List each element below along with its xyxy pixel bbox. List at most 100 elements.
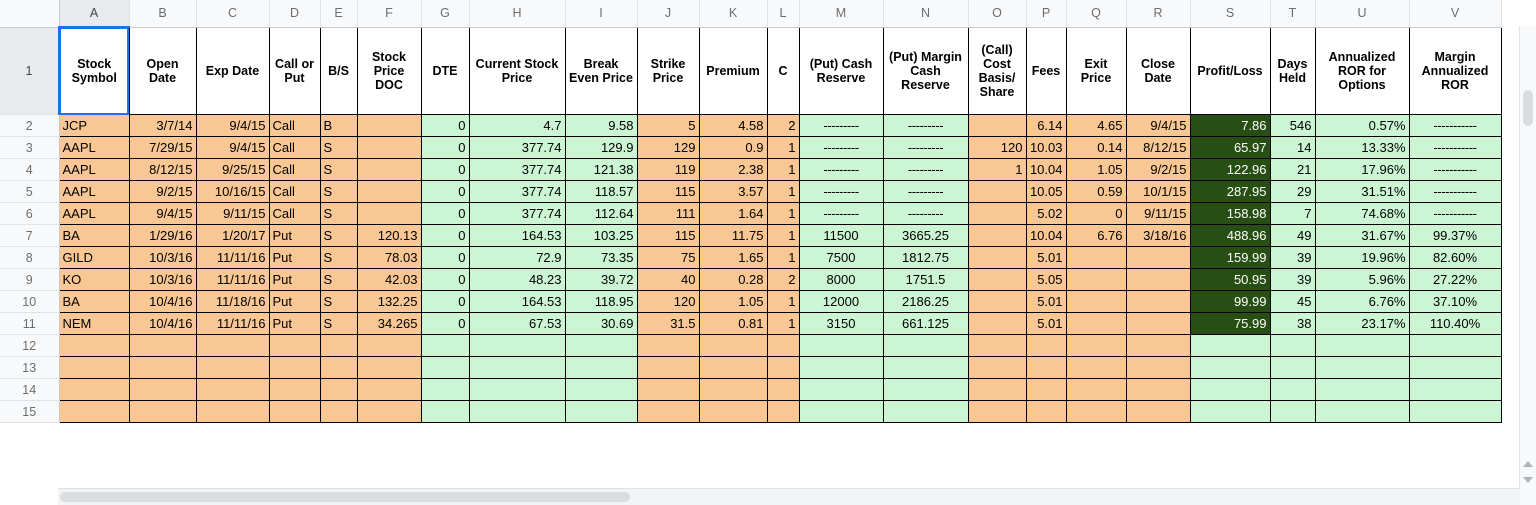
cell-K13[interactable] — [698, 356, 768, 379]
header-cell-dte[interactable]: DTE — [420, 26, 470, 115]
column-header-H[interactable]: H — [469, 0, 566, 28]
cell-T14[interactable] — [1269, 378, 1316, 401]
column-header-F[interactable]: F — [357, 0, 422, 28]
cell-M14[interactable] — [798, 378, 884, 401]
cell-P11[interactable]: 5.01 — [1025, 312, 1067, 335]
header-cell-contracts[interactable]: C — [766, 26, 800, 115]
cell-H5[interactable]: 377.74 — [468, 180, 566, 203]
vertical-scrollbar[interactable] — [1519, 26, 1536, 489]
cell-V10[interactable]: 37.10% — [1408, 290, 1502, 313]
cell-G9[interactable]: 0 — [420, 268, 470, 291]
cell-H9[interactable]: 48.23 — [468, 268, 566, 291]
cell-F4[interactable] — [356, 158, 422, 181]
cell-P8[interactable]: 5.01 — [1025, 246, 1067, 269]
cell-T8[interactable]: 39 — [1269, 246, 1316, 269]
cell-R12[interactable] — [1125, 334, 1191, 357]
cell-H4[interactable]: 377.74 — [468, 158, 566, 181]
cell-B8[interactable]: 10/3/16 — [128, 246, 197, 269]
cell-P13[interactable] — [1025, 356, 1067, 379]
cell-B6[interactable]: 9/4/15 — [128, 202, 197, 225]
cell-Q6[interactable]: 0 — [1065, 202, 1127, 225]
cell-L12[interactable] — [766, 334, 800, 357]
header-cell-exp-date[interactable]: Exp Date — [195, 26, 270, 115]
cell-F3[interactable] — [356, 136, 422, 159]
cell-F9[interactable]: 42.03 — [356, 268, 422, 291]
cell-Q14[interactable] — [1065, 378, 1127, 401]
column-header-P[interactable]: P — [1026, 0, 1067, 28]
select-all-corner[interactable] — [0, 0, 60, 28]
cell-O5[interactable] — [967, 180, 1027, 203]
cell-G5[interactable]: 0 — [420, 180, 470, 203]
cell-M12[interactable] — [798, 334, 884, 357]
cell-I8[interactable]: 73.35 — [564, 246, 638, 269]
cell-C10[interactable]: 11/18/16 — [195, 290, 270, 313]
spreadsheet-grid[interactable]: A B C D E F G H I J K L M N O P Q R S T — [0, 0, 1502, 423]
cell-I14[interactable] — [564, 378, 638, 401]
cell-N15[interactable] — [882, 400, 969, 423]
cell-D4[interactable]: Call — [268, 158, 321, 181]
cell-J7[interactable]: 115 — [636, 224, 700, 247]
cell-B13[interactable] — [128, 356, 197, 379]
cell-B11[interactable]: 10/4/16 — [128, 312, 197, 335]
column-header-L[interactable]: L — [767, 0, 800, 28]
cell-C15[interactable] — [195, 400, 270, 423]
cell-I12[interactable] — [564, 334, 638, 357]
cell-P4[interactable]: 10.04 — [1025, 158, 1067, 181]
cell-D12[interactable] — [268, 334, 321, 357]
cell-V13[interactable] — [1408, 356, 1502, 379]
cell-F6[interactable] — [356, 202, 422, 225]
row-header-3[interactable]: 3 — [0, 136, 60, 159]
cell-I5[interactable]: 118.57 — [564, 180, 638, 203]
cell-O15[interactable] — [967, 400, 1027, 423]
cell-Q8[interactable] — [1065, 246, 1127, 269]
cell-U9[interactable]: 5.96% — [1314, 268, 1410, 291]
cell-G15[interactable] — [420, 400, 470, 423]
cell-G2[interactable]: 0 — [420, 114, 470, 137]
cell-B12[interactable] — [128, 334, 197, 357]
cell-Q15[interactable] — [1065, 400, 1127, 423]
cell-Q3[interactable]: 0.14 — [1065, 136, 1127, 159]
cell-U15[interactable] — [1314, 400, 1410, 423]
cell-Q4[interactable]: 1.05 — [1065, 158, 1127, 181]
column-header-C[interactable]: C — [196, 0, 270, 28]
cell-I9[interactable]: 39.72 — [564, 268, 638, 291]
cell-R8[interactable] — [1125, 246, 1191, 269]
cell-U11[interactable]: 23.17% — [1314, 312, 1410, 335]
cell-C9[interactable]: 11/11/16 — [195, 268, 270, 291]
cell-A11[interactable]: NEM — [58, 312, 130, 335]
cell-E10[interactable]: S — [319, 290, 358, 313]
cell-E5[interactable]: S — [319, 180, 358, 203]
cell-S9[interactable]: 50.95 — [1189, 268, 1271, 291]
cell-L3[interactable]: 1 — [766, 136, 800, 159]
cell-D2[interactable]: Call — [268, 114, 321, 137]
cell-Q9[interactable] — [1065, 268, 1127, 291]
cell-N10[interactable]: 2186.25 — [882, 290, 969, 313]
cell-T7[interactable]: 49 — [1269, 224, 1316, 247]
cell-N9[interactable]: 1751.5 — [882, 268, 969, 291]
header-cell-break-even-price[interactable]: Break Even Price — [564, 26, 638, 115]
cell-B4[interactable]: 8/12/15 — [128, 158, 197, 181]
row-header-6[interactable]: 6 — [0, 202, 60, 225]
cell-N3[interactable]: --------- — [882, 136, 969, 159]
cell-I4[interactable]: 121.38 — [564, 158, 638, 181]
cell-C11[interactable]: 11/11/16 — [195, 312, 270, 335]
cell-C4[interactable]: 9/25/15 — [195, 158, 270, 181]
cell-H14[interactable] — [468, 378, 566, 401]
cell-E11[interactable]: S — [319, 312, 358, 335]
cell-K6[interactable]: 1.64 — [698, 202, 768, 225]
cell-U2[interactable]: 0.57% — [1314, 114, 1410, 137]
header-cell-stock-symbol[interactable]: Stock Symbol — [58, 26, 130, 115]
cell-N11[interactable]: 661.125 — [882, 312, 969, 335]
cell-Q5[interactable]: 0.59 — [1065, 180, 1127, 203]
cell-F8[interactable]: 78.03 — [356, 246, 422, 269]
cell-J14[interactable] — [636, 378, 700, 401]
cell-G3[interactable]: 0 — [420, 136, 470, 159]
cell-E15[interactable] — [319, 400, 358, 423]
cell-T2[interactable]: 546 — [1269, 114, 1316, 137]
cell-N14[interactable] — [882, 378, 969, 401]
cell-A15[interactable] — [58, 400, 130, 423]
header-cell-strike-price[interactable]: Strike Price — [636, 26, 700, 115]
cell-D8[interactable]: Put — [268, 246, 321, 269]
cell-R2[interactable]: 9/4/15 — [1125, 114, 1191, 137]
cell-V2[interactable]: ----------- — [1408, 114, 1502, 137]
